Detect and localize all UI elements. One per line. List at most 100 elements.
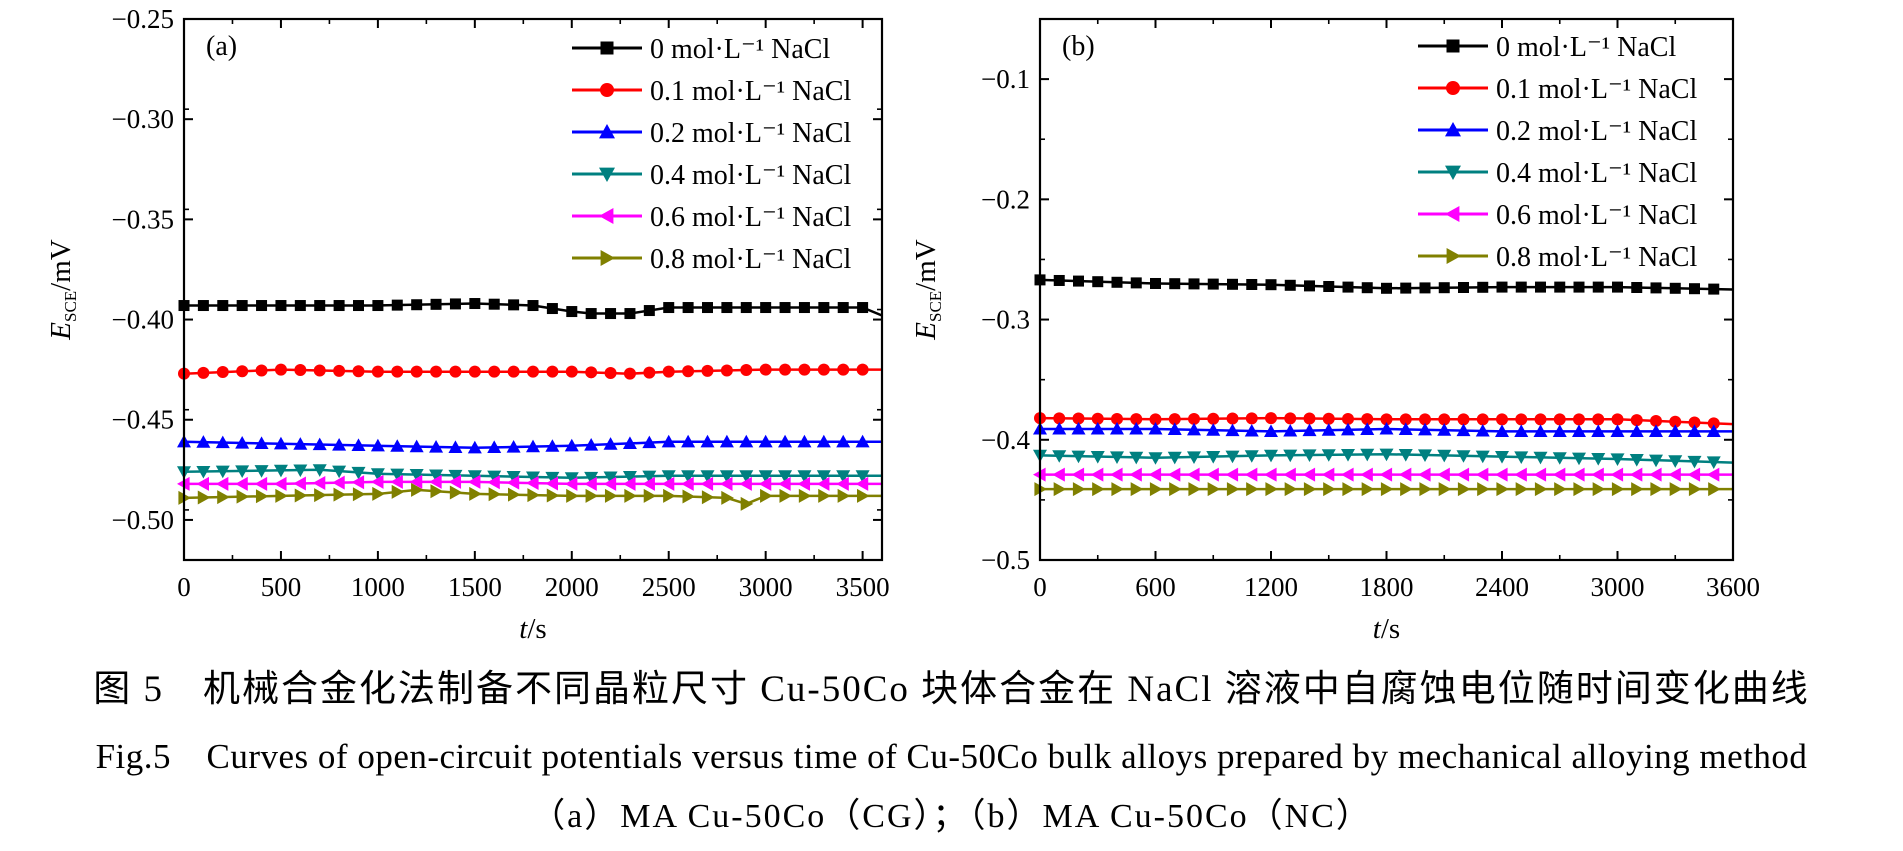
data-point bbox=[1552, 452, 1567, 465]
data-point bbox=[564, 472, 579, 485]
legend-item: 0.8 mol·L⁻¹ NaCl bbox=[572, 244, 851, 275]
data-point bbox=[430, 298, 442, 310]
data-point bbox=[778, 476, 791, 491]
panel-label: (a) bbox=[206, 31, 237, 62]
data-point bbox=[236, 365, 249, 378]
data-point bbox=[256, 300, 268, 312]
data-point bbox=[274, 363, 287, 376]
series-markers bbox=[177, 434, 870, 454]
x-tick-label: 3000 bbox=[739, 572, 793, 602]
data-point bbox=[603, 437, 618, 450]
data-point bbox=[1669, 415, 1682, 428]
data-point bbox=[836, 470, 851, 483]
data-point bbox=[1321, 423, 1336, 436]
data-point bbox=[197, 300, 209, 312]
legend-item: 0.4 mol·L⁻¹ NaCl bbox=[1418, 158, 1697, 189]
y-axis-label-subscript: SCE bbox=[926, 291, 945, 322]
data-point bbox=[758, 476, 772, 491]
data-point bbox=[1533, 451, 1548, 465]
data-point bbox=[739, 434, 754, 448]
data-point bbox=[682, 365, 695, 378]
legend-item: 0.6 mol·L⁻¹ NaCl bbox=[1418, 200, 1697, 231]
legend-item: 0.1 mol·L⁻¹ NaCl bbox=[1418, 74, 1697, 105]
data-point bbox=[410, 365, 423, 378]
data-point bbox=[700, 476, 714, 491]
data-point bbox=[721, 302, 733, 314]
data-point bbox=[719, 476, 733, 491]
data-point bbox=[778, 434, 793, 448]
data-point bbox=[1457, 413, 1470, 426]
data-point bbox=[622, 436, 637, 449]
data-point bbox=[604, 366, 617, 379]
series-group bbox=[1033, 274, 1734, 497]
legend-label: 0.6 mol·L⁻¹ NaCl bbox=[650, 202, 851, 233]
data-point bbox=[1379, 448, 1394, 462]
data-point bbox=[1707, 417, 1720, 430]
data-point bbox=[467, 440, 482, 454]
data-point bbox=[1629, 467, 1643, 482]
series-markers bbox=[1033, 448, 1721, 470]
data-point bbox=[1650, 482, 1663, 497]
x-tick-label: 3000 bbox=[1591, 572, 1645, 602]
data-point bbox=[1130, 277, 1142, 289]
x-tick-label: 3500 bbox=[836, 572, 890, 602]
data-point bbox=[1111, 412, 1123, 425]
data-point bbox=[1687, 424, 1702, 437]
data-point bbox=[332, 475, 345, 490]
data-point bbox=[1245, 412, 1258, 425]
y-tick-label: −0.25 bbox=[112, 4, 174, 34]
data-point bbox=[622, 476, 636, 491]
data-point bbox=[294, 488, 308, 503]
data-point bbox=[196, 476, 209, 491]
data-point bbox=[857, 302, 869, 314]
data-point bbox=[1284, 412, 1297, 425]
data-point bbox=[740, 302, 752, 314]
y-tick-label: −0.45 bbox=[112, 405, 174, 435]
legend-label: 0.4 mol·L⁻¹ NaCl bbox=[650, 160, 851, 191]
data-point bbox=[797, 434, 812, 448]
x-tick-label: 600 bbox=[1135, 572, 1176, 602]
legend-label: 0.2 mol·L⁻¹ NaCl bbox=[1496, 116, 1697, 147]
data-point bbox=[255, 489, 269, 504]
data-point bbox=[1514, 467, 1527, 482]
data-point bbox=[1360, 467, 1373, 482]
x-tick-label: 1200 bbox=[1244, 572, 1298, 602]
legend-item: 0.2 mol·L⁻¹ NaCl bbox=[1418, 116, 1697, 147]
data-point bbox=[390, 474, 403, 489]
series-markers bbox=[1034, 482, 1721, 497]
data-point bbox=[1207, 412, 1220, 425]
data-point bbox=[1187, 422, 1201, 436]
y-axis-label: ESCE/mV bbox=[45, 239, 80, 341]
data-point bbox=[1553, 413, 1566, 426]
y-axis-label-unit: /mV bbox=[45, 239, 77, 291]
data-point bbox=[661, 434, 676, 448]
data-point bbox=[1264, 467, 1277, 482]
data-point bbox=[1360, 448, 1375, 462]
data-point bbox=[605, 308, 617, 320]
y-tick-label: −0.30 bbox=[112, 104, 174, 134]
caption-english: Fig.5 Curves of open-circuit potentials … bbox=[95, 737, 1808, 776]
data-point bbox=[1418, 467, 1431, 482]
data-point bbox=[1187, 451, 1201, 465]
data-point bbox=[429, 439, 444, 453]
data-point bbox=[235, 435, 250, 449]
data-point bbox=[1591, 424, 1606, 437]
data-point bbox=[1188, 482, 1201, 497]
data-point bbox=[1090, 467, 1104, 482]
data-point bbox=[1438, 482, 1452, 497]
data-point bbox=[740, 364, 753, 377]
data-point bbox=[1649, 424, 1663, 437]
data-point bbox=[1706, 424, 1721, 437]
data-point bbox=[1668, 467, 1681, 482]
data-point bbox=[1225, 423, 1240, 437]
data-point bbox=[585, 366, 598, 379]
data-point bbox=[565, 365, 578, 378]
legend-marker bbox=[599, 124, 615, 139]
data-point bbox=[448, 440, 463, 453]
data-point bbox=[836, 476, 849, 491]
data-point bbox=[1438, 282, 1450, 294]
data-point bbox=[700, 470, 715, 483]
data-point bbox=[564, 476, 578, 491]
data-point bbox=[488, 298, 500, 310]
data-point bbox=[1475, 423, 1490, 437]
